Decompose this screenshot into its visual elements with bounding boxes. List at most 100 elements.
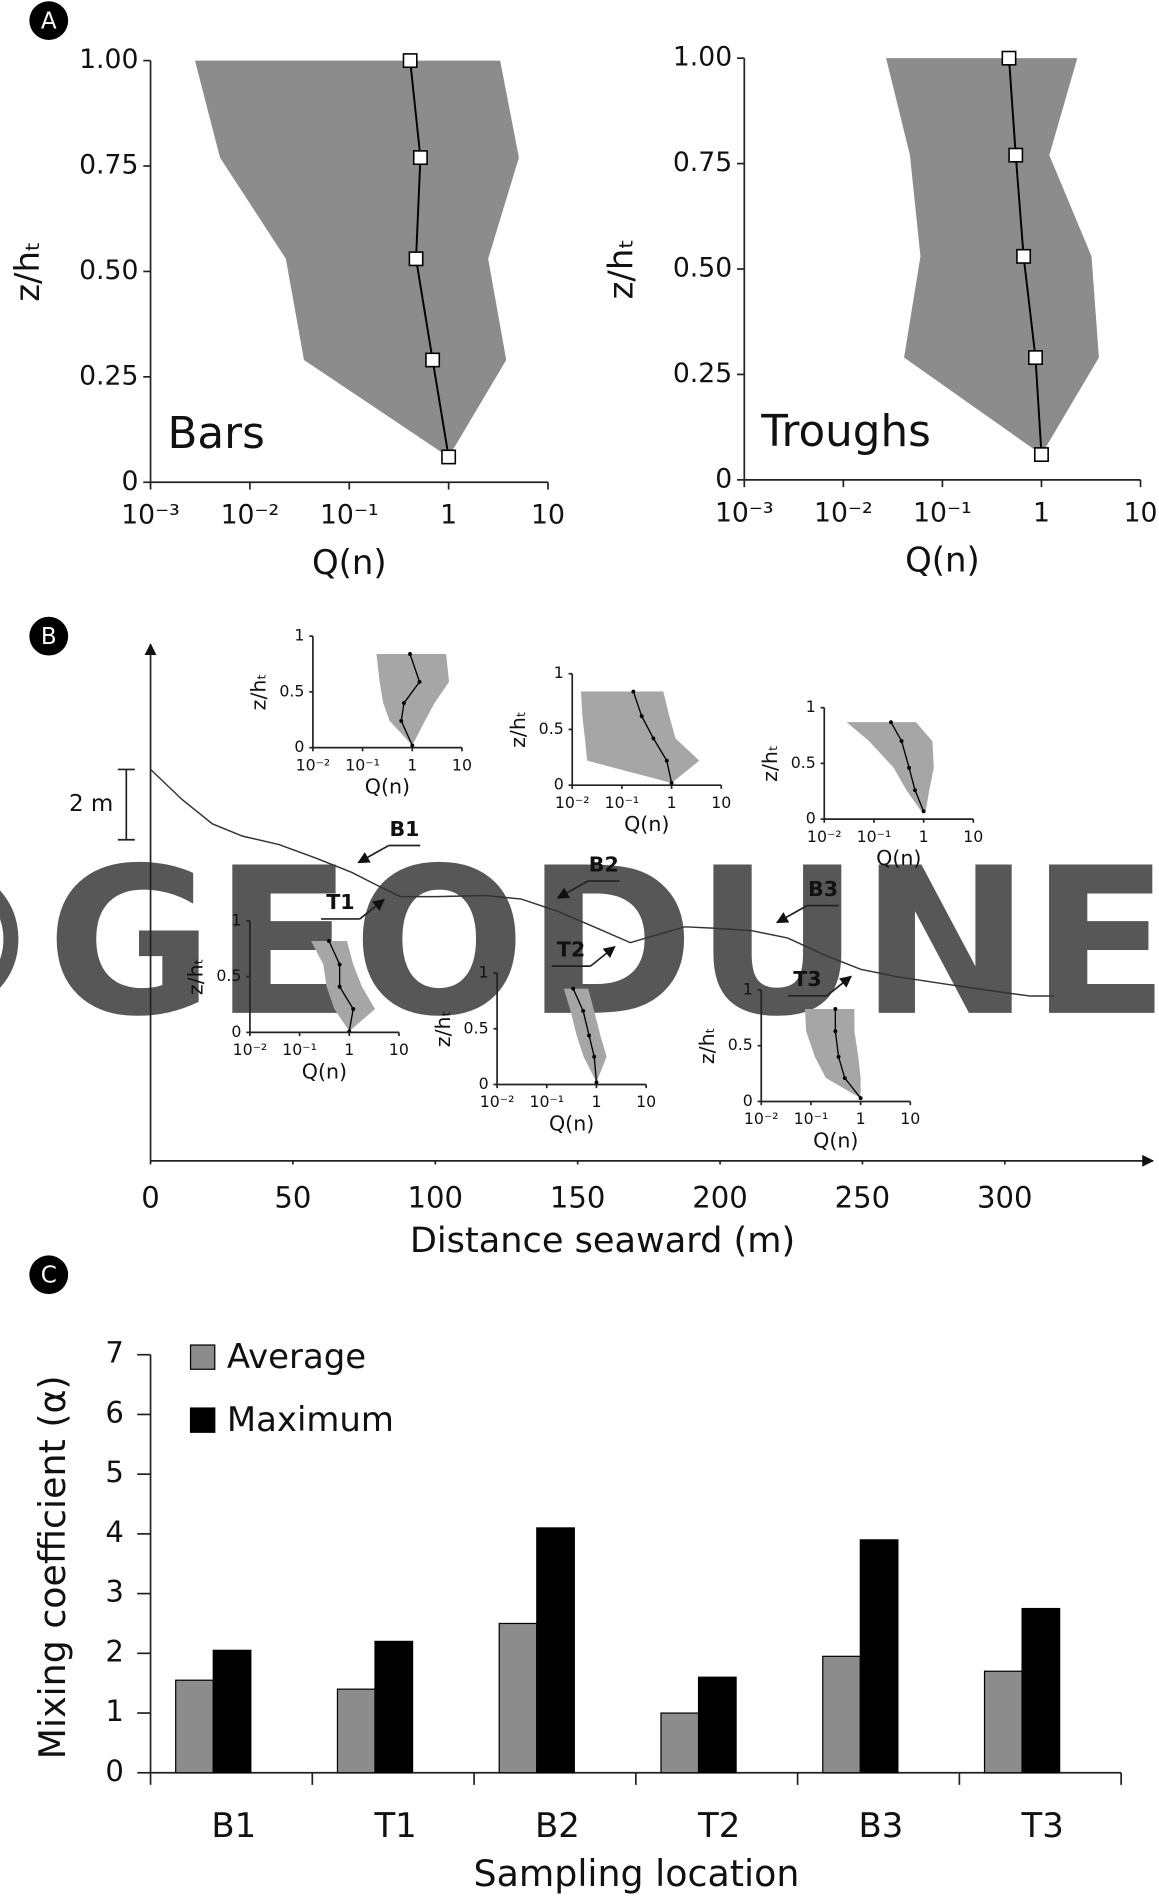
x-tick-label: 10⁻¹ bbox=[605, 793, 640, 812]
x-tick-label: T2 bbox=[697, 1806, 740, 1845]
panel-badge bbox=[29, 616, 69, 656]
x-axis-title: Q(n) bbox=[312, 543, 387, 582]
x-tick-label: 10⁻² bbox=[221, 500, 280, 531]
site-label: B1 bbox=[389, 817, 419, 841]
y-axis-title: Mixing coefficient (α) bbox=[31, 1375, 74, 1759]
x-tick-label: 10 bbox=[963, 827, 983, 846]
envelope bbox=[311, 940, 376, 1032]
x-tick-label: 10 bbox=[900, 1109, 920, 1128]
y-tick-label: 4 bbox=[105, 1515, 124, 1549]
mean-marker bbox=[899, 739, 904, 744]
mean-marker bbox=[417, 679, 422, 684]
y-axis-title: z/hₜ bbox=[758, 745, 782, 782]
site-label: T1 bbox=[326, 890, 354, 914]
y-tick-label: 1 bbox=[479, 963, 489, 982]
mean-marker bbox=[631, 689, 636, 694]
mean-marker bbox=[408, 251, 424, 267]
y-axis-title: z/hₜ bbox=[506, 711, 530, 748]
mean-marker bbox=[842, 1076, 847, 1080]
mean-marker bbox=[1034, 447, 1049, 462]
beach-profile bbox=[150, 768, 1055, 997]
bar bbox=[983, 1670, 1023, 1774]
x-tick-label: 300 bbox=[977, 1181, 1033, 1215]
x-tick-label: 10 bbox=[452, 755, 472, 774]
legend-swatch bbox=[189, 1407, 216, 1433]
bar bbox=[374, 1640, 414, 1774]
mean-marker bbox=[639, 714, 644, 719]
y-tick-label: 0.25 bbox=[673, 358, 732, 389]
x-tick-label: 10⁻³ bbox=[715, 497, 774, 528]
y-tick-label: 5 bbox=[105, 1455, 124, 1489]
y-tick-label: 3 bbox=[105, 1575, 124, 1609]
y-tick-label: 1 bbox=[294, 626, 304, 645]
x-tick-label: T3 bbox=[1021, 1806, 1064, 1845]
x-tick-label: 1 bbox=[856, 1109, 866, 1128]
y-tick-label: 0.75 bbox=[79, 150, 138, 181]
y-tick-label: 1 bbox=[554, 663, 564, 682]
scale-label: 2 m bbox=[69, 791, 113, 817]
mean-marker bbox=[833, 1029, 838, 1034]
x-tick-label: 10⁻² bbox=[814, 497, 873, 528]
x-tick-label: 10⁻¹ bbox=[857, 827, 892, 846]
mean-marker bbox=[337, 984, 342, 989]
y-axis-title: z/hₜ bbox=[184, 958, 208, 995]
x-axis-title: Sampling location bbox=[474, 1852, 800, 1895]
x-axis-title: Q(n) bbox=[876, 846, 921, 870]
mean-marker bbox=[592, 1054, 597, 1059]
site-arrow bbox=[589, 945, 616, 967]
y-tick-label: 0 bbox=[479, 1074, 489, 1093]
y-tick-label: 0.75 bbox=[673, 147, 732, 178]
y-tick-label: 1.00 bbox=[673, 42, 732, 73]
y-tick-label: 0 bbox=[743, 1091, 753, 1110]
x-tick-label: 10 bbox=[711, 793, 731, 812]
mean-marker bbox=[1001, 50, 1017, 66]
x-tick-label: 10 bbox=[1124, 497, 1158, 528]
x-axis-title: Q(n) bbox=[549, 1111, 594, 1135]
bar bbox=[1021, 1607, 1061, 1774]
mean-marker bbox=[337, 962, 342, 967]
x-tick-label: 100 bbox=[408, 1181, 464, 1215]
site-arrow bbox=[556, 880, 589, 899]
bar bbox=[212, 1649, 252, 1774]
mean-marker bbox=[581, 1008, 586, 1013]
x-tick-label: 1 bbox=[667, 793, 677, 812]
y-tick-label: 1.00 bbox=[79, 44, 138, 75]
x-tick-label: B2 bbox=[535, 1806, 580, 1845]
x-tick-label: 200 bbox=[692, 1181, 748, 1215]
mean-marker bbox=[587, 1033, 592, 1038]
y-axis-title: z/hₜ bbox=[695, 1027, 719, 1064]
mean-marker bbox=[889, 720, 893, 725]
profile-title: Bars bbox=[168, 409, 265, 459]
y-tick-label: 1 bbox=[806, 697, 816, 716]
y-tick-label: 0.5 bbox=[728, 1035, 753, 1054]
y-tick-label: 1 bbox=[743, 979, 753, 998]
y-tick-label: 2 bbox=[105, 1634, 124, 1668]
x-tick-label: 10⁻¹ bbox=[345, 755, 380, 774]
envelope bbox=[580, 691, 700, 783]
envelope bbox=[805, 1008, 861, 1099]
x-tick-label: 10⁻¹ bbox=[794, 1109, 829, 1128]
x-tick-label: 10 bbox=[389, 1040, 409, 1059]
mean-marker bbox=[833, 1007, 838, 1011]
x-tick-label: B1 bbox=[211, 1806, 256, 1845]
envelope bbox=[846, 722, 934, 812]
x-axis-title: Distance seaward (m) bbox=[410, 1220, 795, 1261]
envelope bbox=[376, 653, 450, 746]
y-axis-title: z/hₜ bbox=[8, 241, 47, 302]
legend-swatch bbox=[189, 1344, 216, 1370]
x-tick-label: B3 bbox=[858, 1806, 903, 1845]
mean-marker bbox=[571, 986, 576, 991]
y-tick-label: 0 bbox=[294, 737, 304, 756]
x-tick-label: 1 bbox=[1033, 497, 1050, 528]
x-tick-label: 10⁻¹ bbox=[529, 1092, 564, 1111]
x-tick-label: 10⁻² bbox=[296, 755, 331, 774]
x-tick-label: 10 bbox=[531, 500, 565, 531]
x-tick-label: 250 bbox=[835, 1181, 891, 1215]
y-axis-title: z/hₜ bbox=[602, 239, 641, 300]
x-tick-label: T1 bbox=[373, 1806, 416, 1845]
mean-marker bbox=[425, 352, 441, 368]
profile-title: Troughs bbox=[760, 407, 931, 457]
y-tick-label: 0.50 bbox=[79, 255, 138, 286]
y-tick-label: 0.5 bbox=[539, 719, 564, 738]
